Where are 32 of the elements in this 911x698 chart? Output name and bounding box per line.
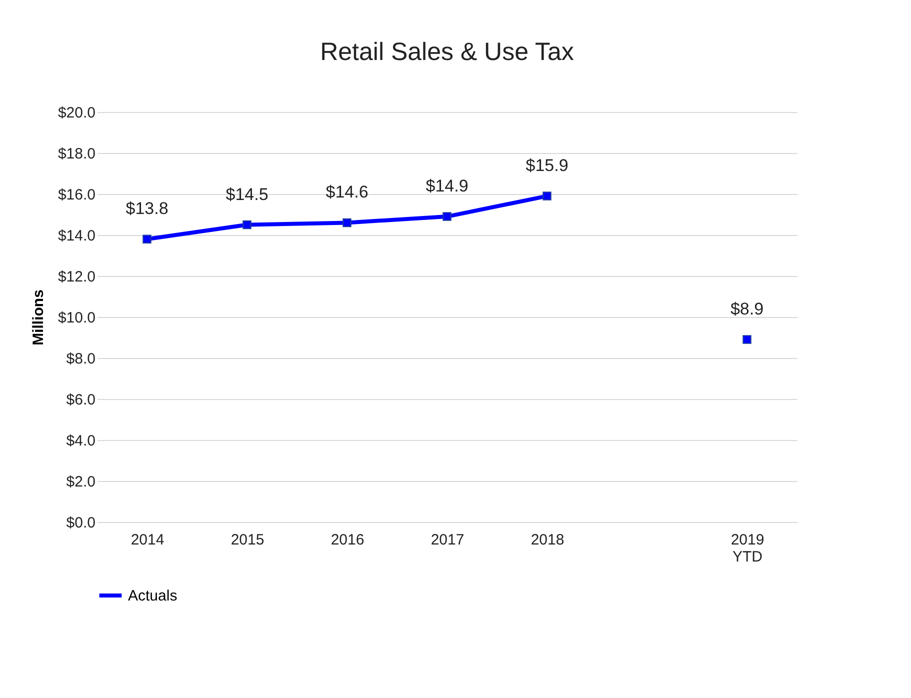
y-tick-label: $6.0: [66, 392, 96, 408]
point: [742, 335, 752, 344]
y-tick-label: $20.0: [58, 104, 96, 122]
data-label: $15.9: [526, 156, 568, 176]
x-tick-label: 2014: [130, 532, 164, 548]
point: [442, 212, 452, 221]
point: [342, 218, 352, 228]
x-tick-label: 2016: [330, 532, 364, 548]
y-tick-label: $12.0: [58, 268, 96, 286]
y-tick-label: $4.0: [66, 432, 96, 450]
x-tick-label: 2015: [230, 532, 264, 548]
y-axis-title: Millions: [30, 290, 47, 346]
x-tick-label: 2018: [530, 532, 564, 548]
x-tick-label: 2017: [430, 532, 464, 548]
legend-label: Actuals: [128, 588, 178, 604]
y-tick-label: $2.0: [66, 474, 96, 490]
y-tick-label: $18.0: [58, 146, 96, 162]
y-tick-label: $0.0: [66, 514, 96, 532]
data-label: $8.9: [730, 300, 764, 319]
chart-title: Retail Sales & Use Tax: [320, 38, 574, 66]
y-tick-label: $16.0: [58, 186, 96, 204]
point: [142, 234, 152, 244]
point: [542, 192, 552, 200]
data-label: $13.8: [126, 199, 168, 218]
point: [242, 220, 252, 230]
y-tick-label: $10.0: [58, 310, 96, 326]
data-label: $14.6: [326, 182, 368, 202]
data-label: $14.9: [426, 176, 468, 196]
y-tick-label: $14.0: [58, 228, 96, 244]
y-tick-label: $8.0: [66, 350, 96, 368]
x-tick-label: 2019 YTD: [730, 532, 764, 566]
data-label: $14.5: [226, 184, 268, 204]
